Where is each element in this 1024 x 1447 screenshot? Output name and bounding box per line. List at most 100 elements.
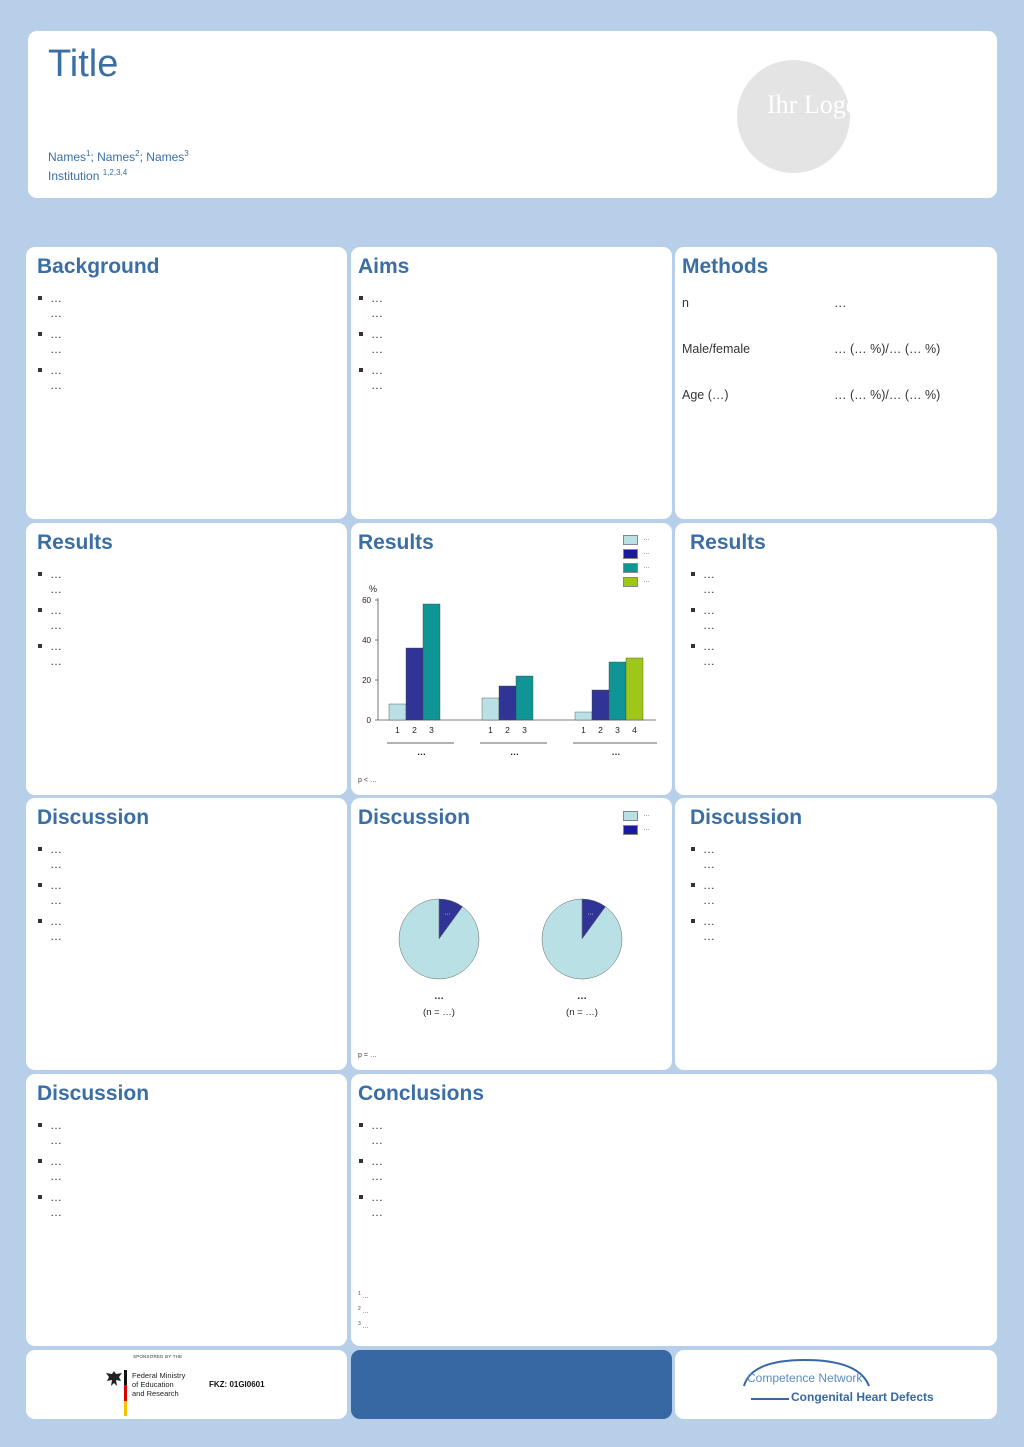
- list-item: ……: [37, 567, 62, 597]
- flag-stripe: [124, 1370, 127, 1416]
- bullet-text: …: [50, 654, 62, 668]
- section-title: Results: [690, 531, 766, 554]
- list-item: ……: [690, 603, 715, 633]
- network-logo-card: Competence Network Congenital Heart Defe…: [675, 1350, 997, 1419]
- bullet-text: …: [703, 582, 715, 596]
- discussion-card-4: Discussion …… …… ……: [26, 1074, 347, 1346]
- methods-card: Methods n … Male/female … (… %)/… (… %) …: [675, 247, 997, 519]
- bar: [388, 703, 407, 721]
- bullet-text: …: [50, 306, 62, 320]
- list-item: ……: [358, 363, 383, 393]
- bullet-text: …: [703, 654, 715, 668]
- section-title: Conclusions: [358, 1082, 485, 1105]
- author-name: Names: [146, 150, 185, 164]
- bullet-text: …: [703, 567, 715, 581]
- eagle-icon: [106, 1371, 122, 1386]
- bullet-text: …: [703, 618, 715, 632]
- x-tick-label: 1: [581, 725, 586, 735]
- bullet-text: …: [371, 363, 383, 377]
- bullet-text: …: [703, 842, 715, 856]
- pie-label: …: [434, 991, 444, 1002]
- y-tick-label: 40: [362, 636, 371, 645]
- legend-swatch: [623, 811, 638, 821]
- methods-label: n: [682, 296, 689, 310]
- legend-label: …: [643, 811, 650, 818]
- y-axis-label: %: [369, 584, 377, 594]
- bullet-text: …: [371, 306, 383, 320]
- network-name: Competence Network: [747, 1371, 863, 1385]
- bullet-text: …: [50, 603, 62, 617]
- ministry-line: and Research: [132, 1389, 179, 1398]
- bullet-text: …: [50, 291, 62, 305]
- bullet-text: …: [50, 842, 62, 856]
- bar: [498, 685, 517, 721]
- section-title: Background: [37, 255, 160, 278]
- bullet-text: …: [50, 914, 62, 928]
- bullet-text: …: [50, 327, 62, 341]
- bullet-text: …: [371, 1133, 383, 1147]
- bar: [405, 647, 424, 721]
- list-item: ……: [358, 1118, 383, 1148]
- bullet-text: …: [371, 327, 383, 341]
- bullet-text: …: [50, 1154, 62, 1168]
- pie-sublabel: (n = …): [423, 1007, 455, 1018]
- author-sup: 1: [86, 149, 91, 158]
- bullet-text: …: [703, 914, 715, 928]
- y-tick-label: 60: [362, 596, 371, 605]
- pie-label: …: [577, 991, 587, 1002]
- list-item: ……: [358, 291, 383, 321]
- author-name: Names: [97, 150, 136, 164]
- list-item: ……: [37, 1118, 62, 1148]
- section-title: Discussion: [690, 806, 803, 829]
- bullet-list: …… …… ……: [358, 1118, 383, 1226]
- legend-label: …: [643, 825, 650, 832]
- list-item: ……: [690, 878, 715, 908]
- background-card: Background …… …… ……: [26, 247, 347, 519]
- legend-swatch: [623, 535, 638, 545]
- aims-card: Aims …… …… ……: [351, 247, 672, 519]
- poster-title: Title: [48, 43, 119, 85]
- bullet-text: …: [50, 342, 62, 356]
- sponsor-card: SPONSORED BY THE Federal Ministry of Edu…: [26, 1350, 347, 1419]
- bullet-list: …… …… ……: [37, 567, 62, 675]
- slice-label: …: [588, 910, 594, 916]
- legend-swatch: [623, 549, 638, 559]
- bar: [574, 711, 593, 721]
- institution: Institution 1,2,3,4: [48, 165, 189, 184]
- footnotes: 1 … 2 … 3 …: [358, 1288, 368, 1333]
- bullet-text: …: [50, 1133, 62, 1147]
- methods-label: Age (…): [682, 388, 729, 402]
- bullet-list: …… …… ……: [690, 567, 715, 675]
- legend-label: …: [643, 563, 650, 570]
- list-item: ……: [37, 639, 62, 669]
- bullet-list: …… …… ……: [37, 842, 62, 950]
- bullet-text: …: [371, 378, 383, 392]
- discussion-chart-card: Discussion … … … … (n = …) … … (n = …) p = …: [351, 798, 672, 1070]
- network-arc-icon: [743, 1358, 870, 1387]
- network-underline: [751, 1398, 789, 1400]
- bullet-text: …: [50, 878, 62, 892]
- bullet-text: …: [50, 929, 62, 943]
- list-item: ……: [690, 914, 715, 944]
- x-tick-label: 2: [505, 725, 510, 735]
- list-item: ……: [358, 1154, 383, 1184]
- header-card: Title Names1; Names2; Names3 Institution…: [28, 31, 997, 198]
- pie-slice: [398, 898, 480, 980]
- footnote: 2 …: [358, 1303, 368, 1318]
- list-item: ……: [37, 1154, 62, 1184]
- section-title: Results: [358, 531, 434, 554]
- bullet-text: …: [703, 893, 715, 907]
- footnote-text: …: [362, 1309, 369, 1315]
- legend-label: …: [643, 577, 650, 584]
- author-block: Names1; Names2; Names3 Institution 1,2,3…: [48, 146, 189, 184]
- methods-value: … (… %)/… (… %): [834, 342, 941, 356]
- footer-band: [351, 1350, 672, 1419]
- legend-swatch: [623, 577, 638, 587]
- bullet-text: …: [50, 567, 62, 581]
- results-left-card: Results …… …… ……: [26, 523, 347, 795]
- bullet-list: …… …… ……: [37, 1118, 62, 1226]
- methods-value: …: [834, 296, 847, 310]
- bullet-text: …: [50, 1118, 62, 1132]
- conclusions-card: Conclusions …… …… …… 1 … 2 … 3 …: [351, 1074, 997, 1346]
- list-item: ……: [358, 1190, 383, 1220]
